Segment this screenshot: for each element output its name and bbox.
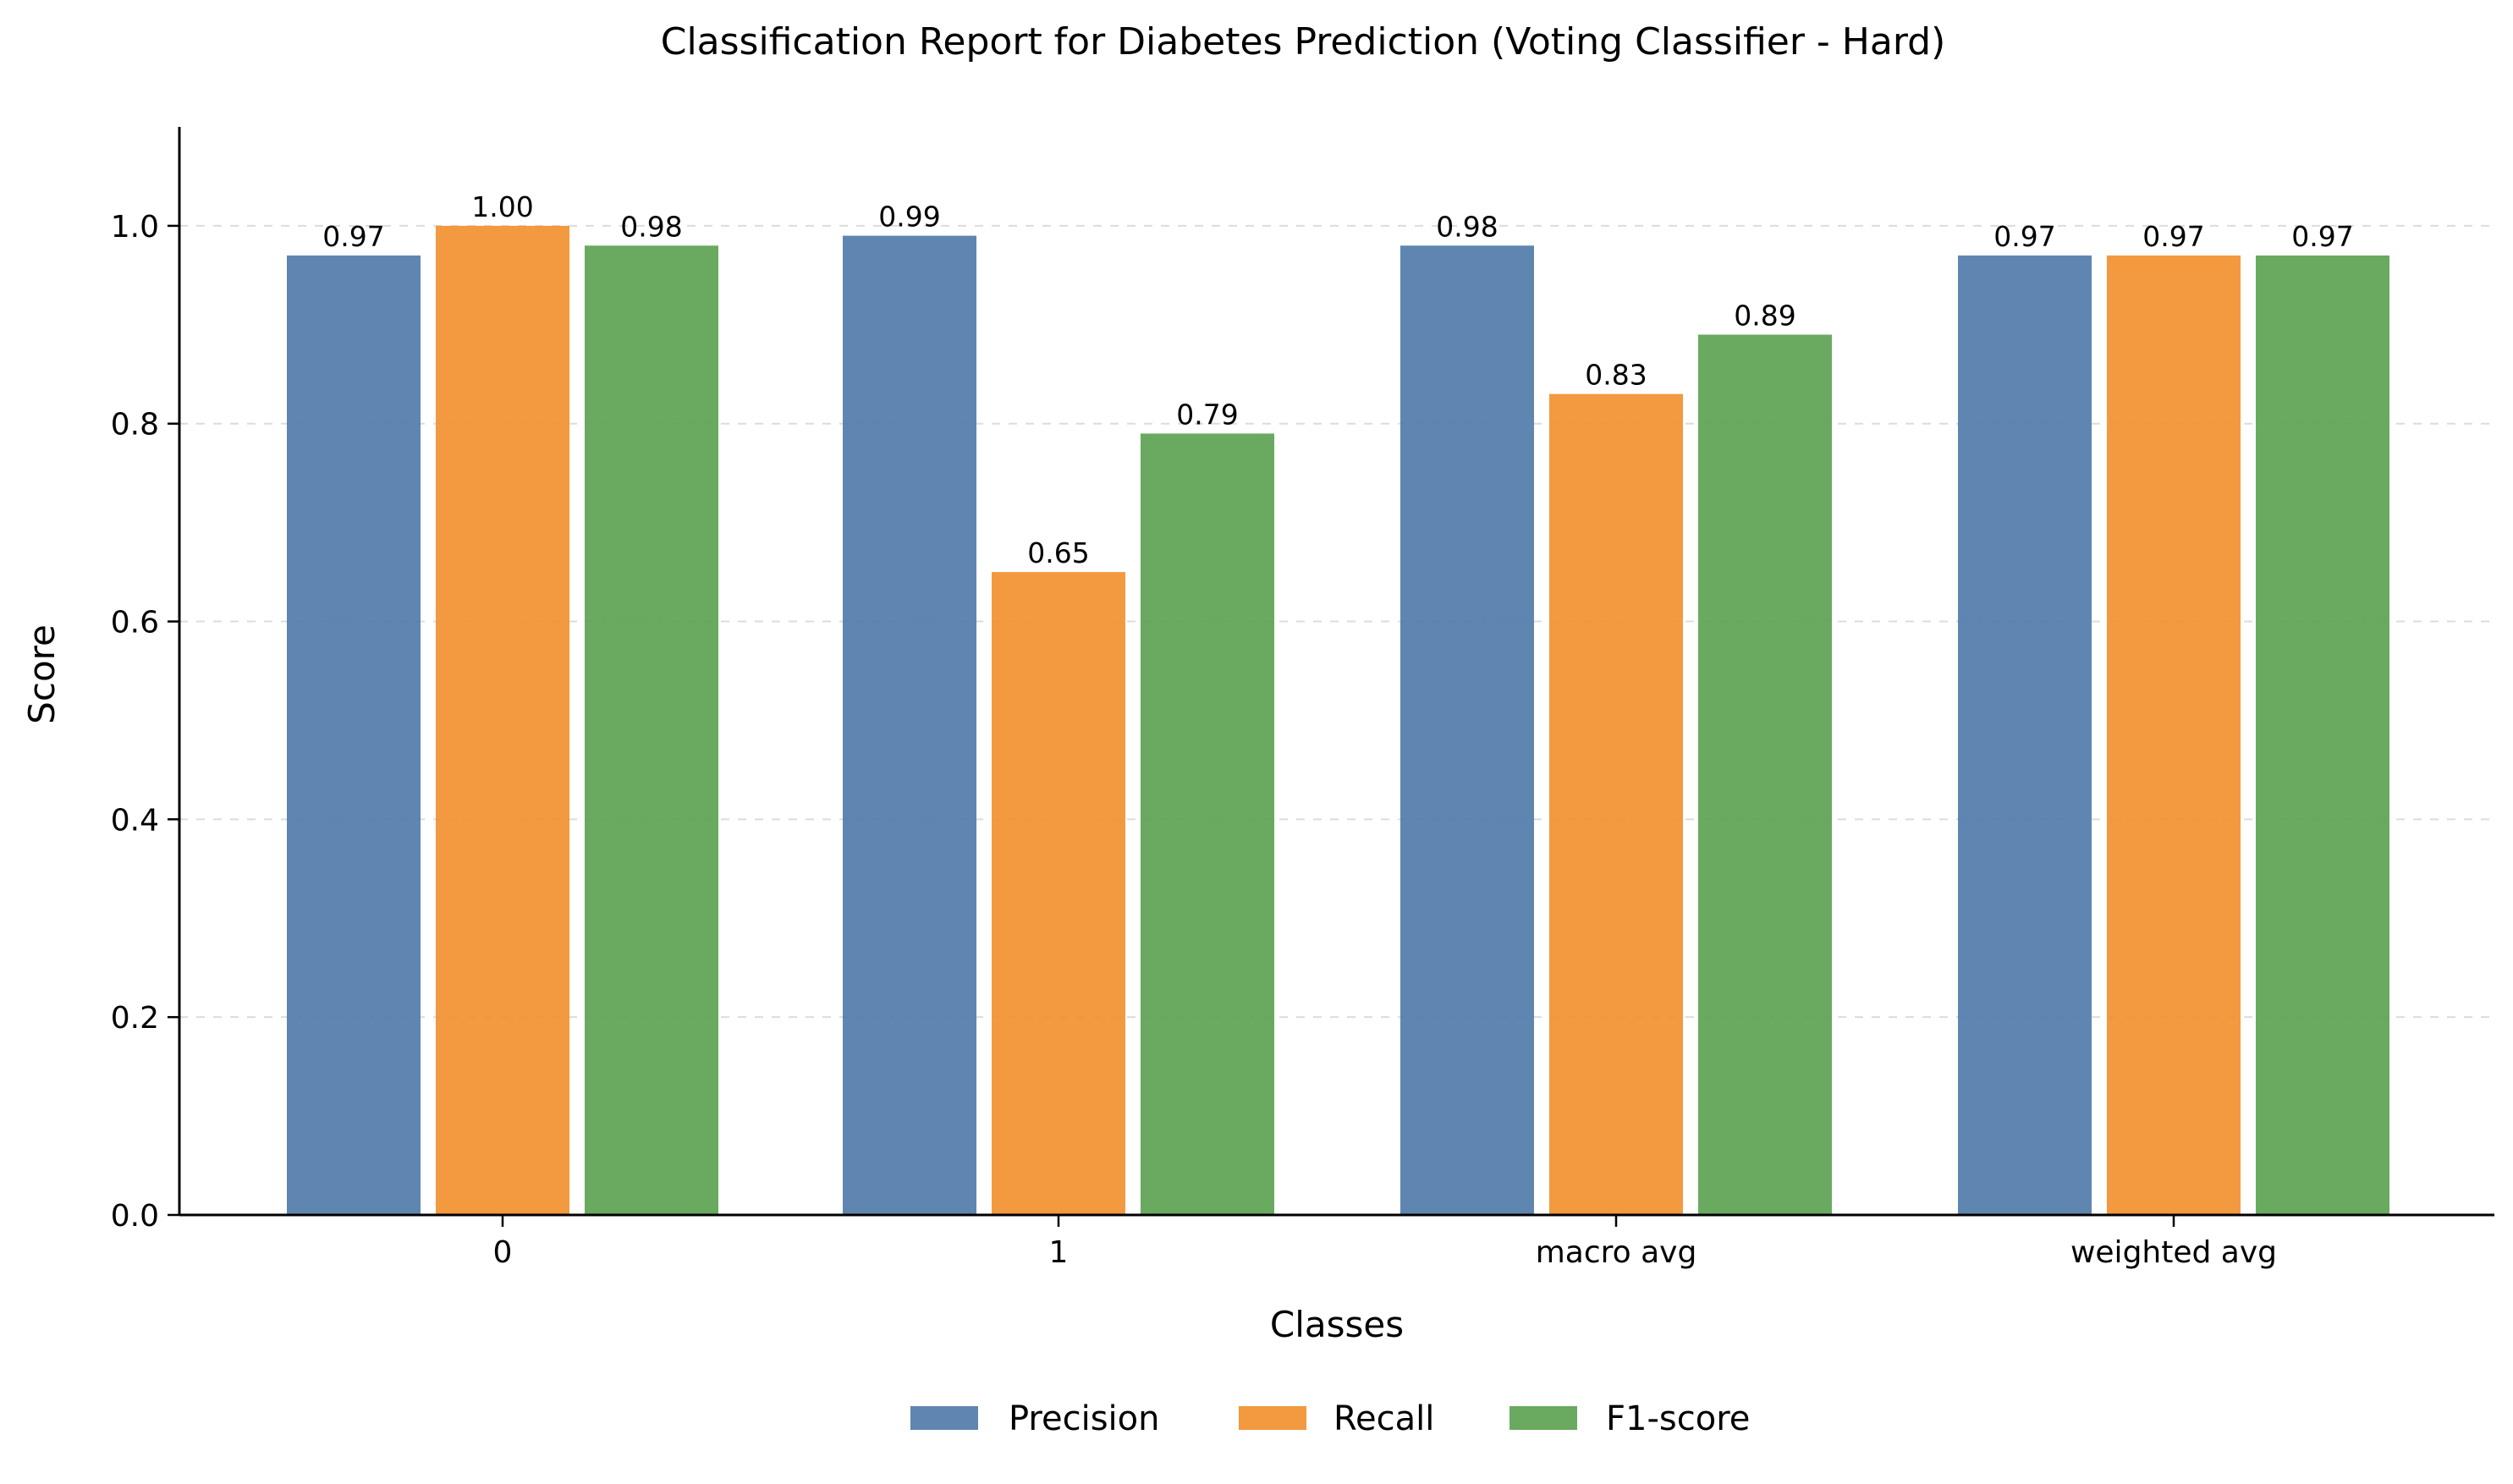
y-tick-label: 1.0 [111, 210, 159, 245]
bar-recall-macro-avg [1549, 393, 1683, 1215]
bar-precision-1 [843, 235, 976, 1216]
y-tick-label: 0.6 [111, 606, 159, 640]
data-label: 0.89 [1734, 300, 1795, 333]
x-tick-label: 1 [1049, 1235, 1069, 1270]
y-tick-label: 0.2 [111, 1001, 159, 1036]
bar-precision-macro-avg [1400, 245, 1534, 1216]
legend-label: F1-score [1606, 1399, 1750, 1438]
bar-f1-score-1 [1141, 433, 1274, 1215]
legend-label: Precision [1009, 1399, 1159, 1438]
data-label: 0.79 [1176, 398, 1238, 431]
legend-label: Recall [1333, 1399, 1434, 1438]
y-axis-label: Score [21, 624, 63, 724]
data-label: 0.97 [2142, 220, 2204, 253]
bar-f1-score-weighted-avg [2256, 255, 2389, 1215]
data-label: 0.83 [1585, 359, 1647, 392]
bar-precision-weighted-avg [1958, 255, 2092, 1215]
data-label: 0.98 [620, 210, 682, 243]
bars [287, 225, 2389, 1216]
bar-recall-0 [436, 225, 569, 1216]
y-tick-label: 0.8 [111, 408, 159, 442]
data-label: 0.97 [1993, 220, 2055, 253]
data-label: 0.99 [878, 201, 940, 234]
bar-f1-score-macro-avg [1698, 334, 1832, 1216]
legend-swatch [1239, 1406, 1306, 1430]
bar-recall-1 [992, 572, 1125, 1215]
x-axis-label: Classes [1270, 1304, 1404, 1345]
legend-swatch [910, 1406, 978, 1430]
bar-f1-score-0 [585, 245, 718, 1216]
x-tick-label: 0 [493, 1235, 513, 1270]
data-labels: 0.97 1.00 0.98 0.99 0.65 0.79 0.98 0.83 0.89 0.97… [322, 190, 2353, 569]
y-tick-label: 0.4 [111, 803, 159, 838]
data-label: 0.97 [2291, 220, 2353, 253]
x-tick-label: macro avg [1536, 1235, 1697, 1270]
chart-title: Classification Report for Diabetes Predi… [661, 20, 1946, 63]
y-tick-label: 0.0 [111, 1199, 159, 1234]
data-label: 0.97 [322, 220, 384, 253]
bar-recall-weighted-avg [2107, 255, 2241, 1215]
legend-swatch [1509, 1406, 1577, 1430]
data-label: 1.00 [471, 190, 533, 223]
x-tick-label: weighted avg [2070, 1235, 2277, 1270]
legend: Precision Recall F1-score [910, 1399, 1750, 1438]
data-label: 0.98 [1436, 210, 1498, 243]
axes: 0.00.20.40.60.81.00 1 macro avg weighted av… [111, 127, 2494, 1270]
data-label: 0.65 [1027, 536, 1089, 569]
bar-precision-0 [287, 255, 421, 1215]
